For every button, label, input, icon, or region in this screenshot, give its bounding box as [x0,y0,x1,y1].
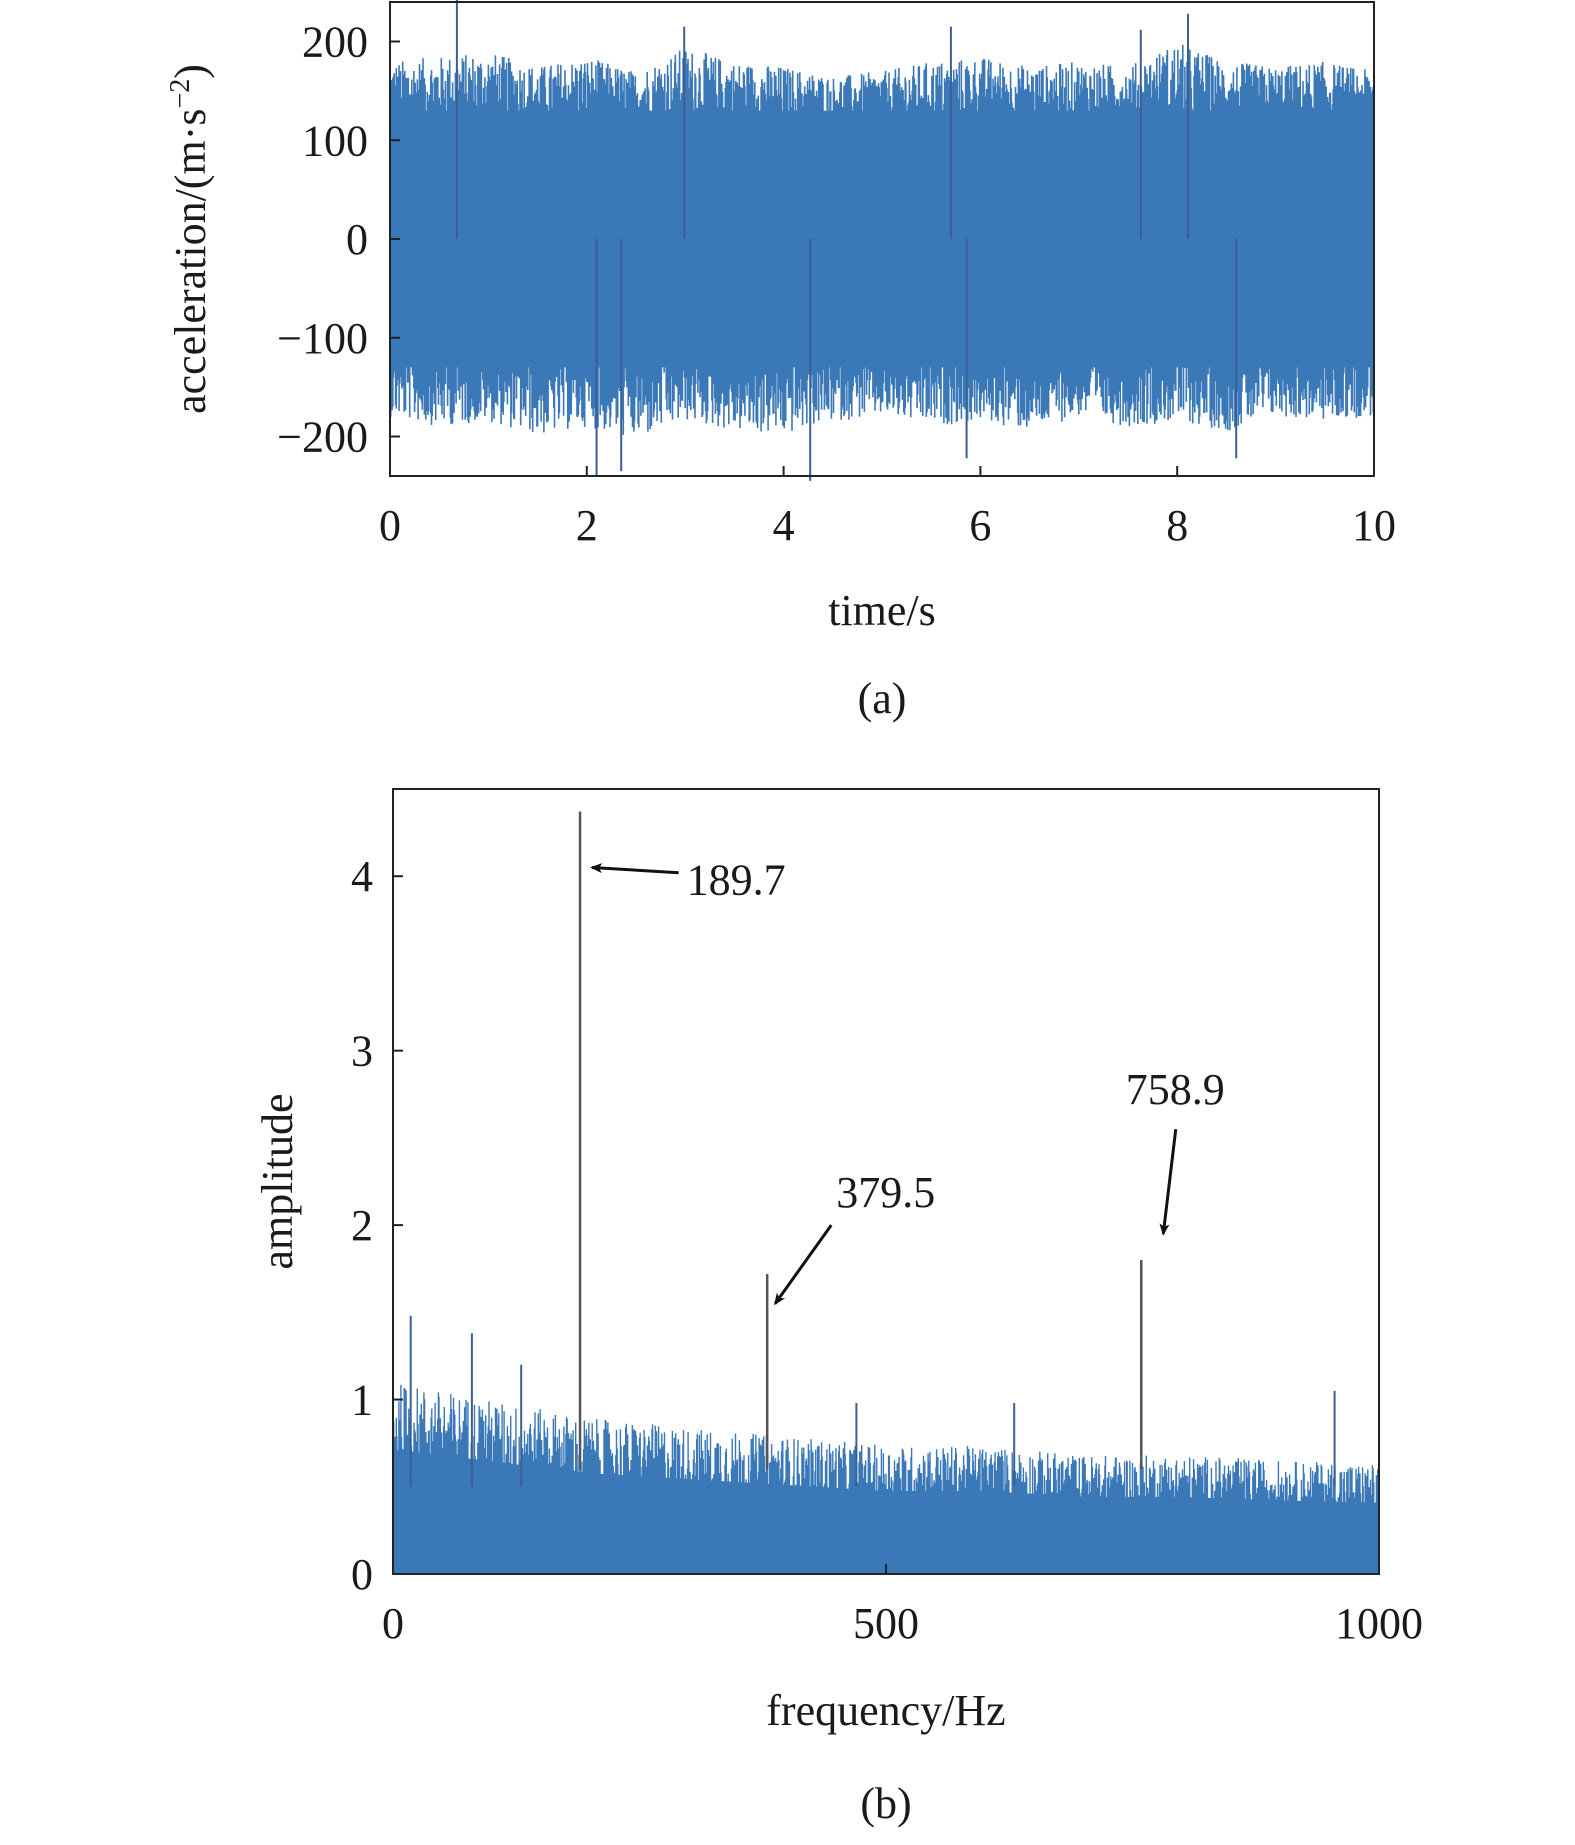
panel-a-y-axis-label-main: acceleration/(m·s [166,109,215,414]
panel-a-y-tick-label: 200 [302,18,368,67]
panel-b-y-tick-label: 0 [351,1550,373,1599]
panel-b-y-tick-label: 4 [351,852,373,901]
panel-a-y-tick-label: 0 [346,215,368,264]
panel-b-peak-arrow [773,1224,833,1306]
panel-b-peak-arrow [590,863,679,875]
panel-b-peak-label: 758.9 [1126,1065,1225,1114]
panel-a-x-tick-label: 2 [576,501,598,550]
panel-b-annotations: 189.7 379.5 758.9 [590,856,1225,1306]
panel-a-x-tick-label: 8 [1166,501,1188,550]
panel-a-y-tick-label: 100 [302,116,368,165]
panel-b-y-tick-label: 3 [351,1027,373,1076]
panel-a-y-axis-label: acceleration/(m·s−2) [165,64,215,414]
panel-a-signal-series [389,0,1375,481]
panel-a-x-tick-label: 4 [773,501,795,550]
panel-a-signal-envelope [389,44,1375,435]
panel-b-peak-arrow [1159,1128,1178,1236]
panel-b-spectrum: 0 500 1000 0 1 2 3 4 189.7 379.5 758.9 frequency/… [253,788,1423,1828]
panel-a-time-signal: 0 2 4 6 8 10 200 100 0 −100 −200 time/s accelerati… [165,0,1396,723]
panel-a-y-tick-label: −100 [277,314,368,363]
panel-b-spectrum-series [392,1315,1380,1574]
panel-b-peak-label: 379.5 [836,1168,935,1217]
panel-b-label: (b) [860,1779,911,1828]
panel-a-x-axis-label: time/s [828,586,936,635]
panel-a-label: (a) [858,674,907,723]
panel-a-signal-spikes [455,0,1238,481]
panel-a-y-axis-label-close: ) [166,64,215,79]
panel-b-x-tick-label: 1000 [1335,1599,1423,1648]
panel-b-spectrum-noise [392,1385,1380,1574]
panel-b-y-tick-label: 1 [351,1376,373,1425]
panel-b-peak-label: 189.7 [687,856,786,905]
panel-a-ticks: 0 2 4 6 8 10 200 100 0 −100 −200 [277,18,1396,551]
panel-b-peaks [578,811,1143,1470]
panel-a-y-tick-label: −200 [277,413,368,462]
panel-b-x-tick-label: 0 [382,1599,404,1648]
panel-a-x-tick-label: 0 [379,501,401,550]
panel-b-ticks: 0 500 1000 0 1 2 3 4 [351,852,1423,1648]
panel-b-x-axis-label: frequency/Hz [766,1686,1005,1735]
panel-b-x-tick-label: 500 [853,1599,919,1648]
panel-b-y-axis-label: amplitude [253,1094,302,1270]
panel-b-y-tick-label: 2 [351,1201,373,1250]
panel-b-minor-peaks [409,1315,1336,1487]
panel-a-x-tick-label: 10 [1352,501,1396,550]
panel-a-y-axis-label-superscript: −2 [165,79,196,109]
panel-a-x-tick-label: 6 [969,501,991,550]
